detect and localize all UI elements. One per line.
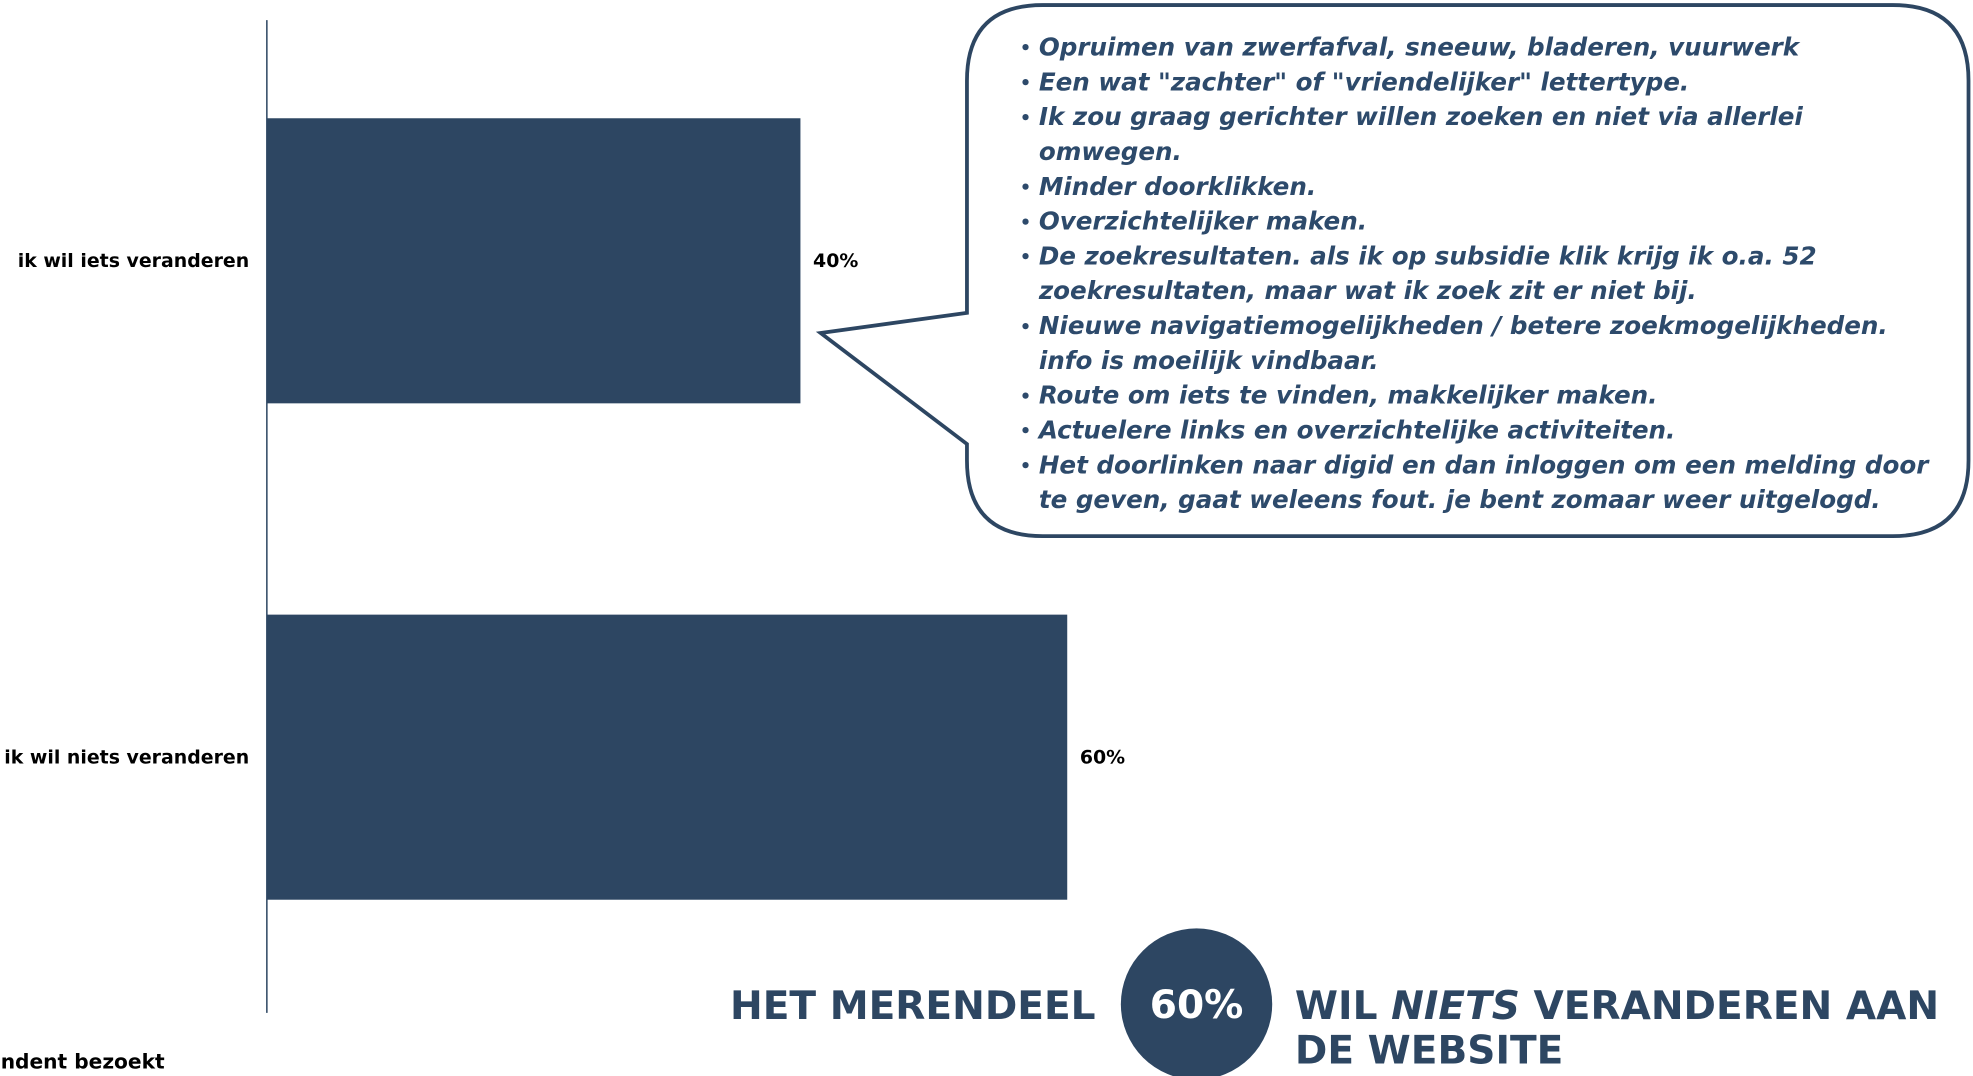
bar <box>266 614 1068 900</box>
headline-circle <box>1120 928 1273 1076</box>
headline-text: VERANDEREN AAN <box>1520 984 1939 1029</box>
callout-line: info is moeilijk vindbaar. <box>1039 346 1379 375</box>
callout-line: Een wat "zachter" of "vriendelijker" let… <box>1039 67 1689 96</box>
bullet: • <box>1020 179 1031 199</box>
callout-line: De zoekresultaten. als ik op subsidie kl… <box>1039 241 1817 270</box>
callout-line: Ik zou graag gerichter willen zoeken en … <box>1039 102 1804 131</box>
bullet: • <box>1020 74 1031 94</box>
callout-text: • Opruimen van zwerfafval, sneeuw, blader… <box>1020 33 1930 515</box>
bullet: • <box>1020 109 1031 129</box>
callout-bubble <box>815 3 1971 538</box>
callout-line: zoekresultaten, maar wat ik zoek zit er … <box>1038 276 1697 305</box>
headline-text: WIL <box>1295 984 1391 1029</box>
bullet: • <box>1020 422 1031 442</box>
bullet: • <box>1020 39 1031 59</box>
callout-line: Nieuwe navigatiemogelijkheden / betere z… <box>1039 311 1888 340</box>
value-label: 60% <box>1080 746 1125 768</box>
callout-line: Opruimen van zwerfafval, sneeuw, bladere… <box>1039 33 1801 62</box>
callout-line: Het doorlinken naar digid en dan inlogge… <box>1039 450 1930 479</box>
callout-line: omwegen. <box>1039 137 1182 166</box>
headline-right: WIL NIETS VERANDEREN AAN <box>1295 984 1939 1029</box>
bullet: • <box>1020 318 1031 338</box>
value-label: 40% <box>813 250 858 272</box>
bullet: • <box>1020 387 1031 407</box>
headline-left: HET MERENDEEL <box>730 984 1096 1029</box>
callout-line: Minder doorklikken. <box>1039 172 1316 201</box>
headline-circle-text: 60% <box>1150 983 1244 1028</box>
callout-line: te geven, gaat weleens fout. je bent zom… <box>1039 485 1881 514</box>
callout-line: Actuelere links en overzichtelijke activ… <box>1037 415 1676 444</box>
bullet: • <box>1020 248 1031 268</box>
category-label: ik wil niets veranderen <box>4 746 249 768</box>
bar <box>266 118 801 404</box>
bullet: • <box>1020 457 1031 477</box>
category-label: ik wil iets veranderen <box>18 250 249 272</box>
headline-right-2: DE WEBSITE <box>1295 1028 1563 1073</box>
headline-emphasis: NIETS <box>1391 984 1520 1029</box>
callout-line: Overzichtelijker maken. <box>1039 207 1367 236</box>
callout-line: Route om iets te vinden, makkelijker mak… <box>1039 381 1658 410</box>
footnote: ndent bezoekt <box>1 1049 165 1073</box>
bullet: • <box>1020 213 1031 233</box>
